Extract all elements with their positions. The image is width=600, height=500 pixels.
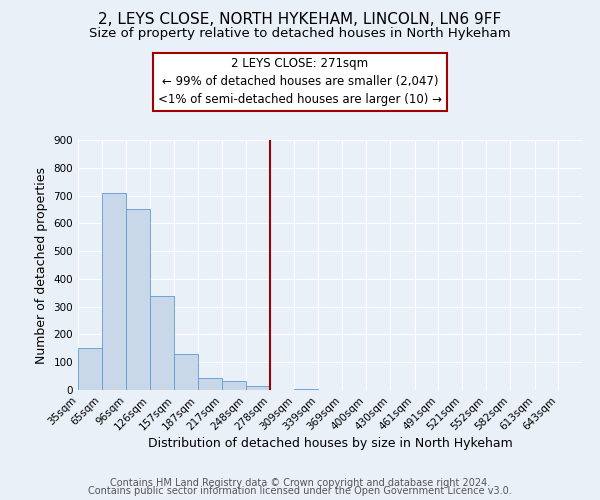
Bar	[126, 210, 150, 390]
Bar	[101, 193, 126, 390]
Text: 2 LEYS CLOSE: 271sqm
← 99% of detached houses are smaller (2,047)
<1% of semi-de: 2 LEYS CLOSE: 271sqm ← 99% of detached h…	[158, 58, 442, 106]
Bar	[150, 296, 175, 390]
Bar	[246, 386, 270, 390]
Bar	[222, 381, 246, 390]
Y-axis label: Number of detached properties: Number of detached properties	[35, 166, 48, 364]
Text: 2, LEYS CLOSE, NORTH HYKEHAM, LINCOLN, LN6 9FF: 2, LEYS CLOSE, NORTH HYKEHAM, LINCOLN, L…	[98, 12, 502, 28]
Text: Size of property relative to detached houses in North Hykeham: Size of property relative to detached ho…	[89, 28, 511, 40]
Text: Contains public sector information licensed under the Open Government Licence v3: Contains public sector information licen…	[88, 486, 512, 496]
Bar	[175, 354, 198, 390]
Bar	[198, 378, 222, 390]
Bar	[295, 388, 318, 390]
X-axis label: Distribution of detached houses by size in North Hykeham: Distribution of detached houses by size …	[148, 438, 512, 450]
Bar	[78, 348, 101, 390]
Text: Contains HM Land Registry data © Crown copyright and database right 2024.: Contains HM Land Registry data © Crown c…	[110, 478, 490, 488]
